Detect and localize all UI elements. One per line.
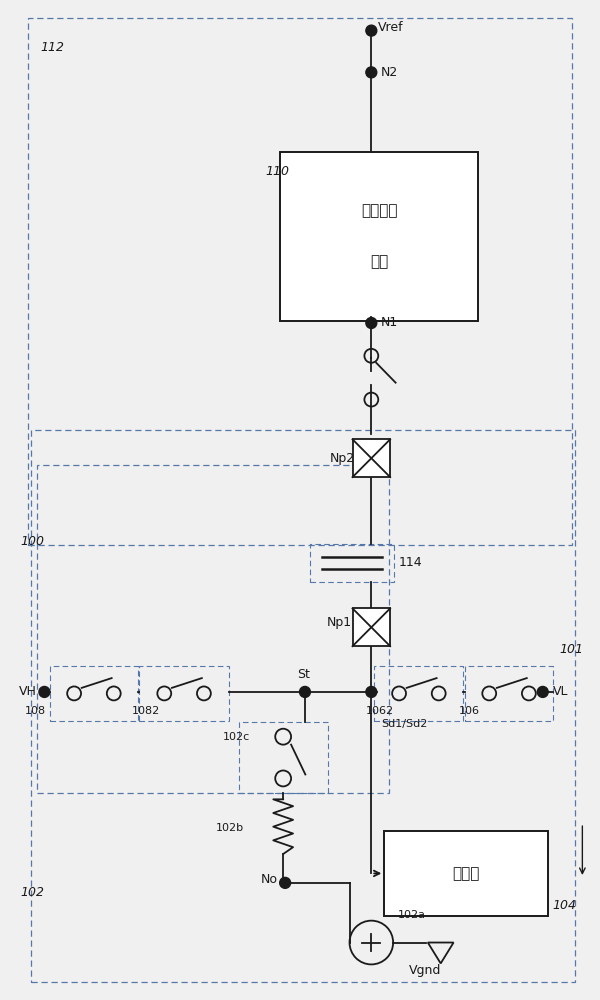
Text: 1062: 1062 xyxy=(365,706,394,716)
Bar xyxy=(31,430,575,982)
Circle shape xyxy=(366,686,377,697)
Circle shape xyxy=(537,686,548,697)
Text: Np2: Np2 xyxy=(330,452,355,465)
Text: 102b: 102b xyxy=(216,823,244,833)
Circle shape xyxy=(366,67,377,78)
Bar xyxy=(139,666,229,721)
Text: Vgnd: Vgnd xyxy=(409,964,442,977)
Text: Np1: Np1 xyxy=(327,616,352,629)
Text: 108: 108 xyxy=(25,706,46,716)
Bar xyxy=(466,666,553,721)
Text: 1082: 1082 xyxy=(131,706,160,716)
Text: 100: 100 xyxy=(20,535,44,548)
Text: 102a: 102a xyxy=(398,910,426,920)
Text: No: No xyxy=(260,873,277,886)
Text: 侦测器: 侦测器 xyxy=(452,866,479,881)
Text: 110: 110 xyxy=(265,165,289,178)
Bar xyxy=(353,439,390,477)
Bar xyxy=(239,722,328,793)
Bar xyxy=(28,18,572,545)
Text: VL: VL xyxy=(553,685,568,698)
Text: 102c: 102c xyxy=(223,732,250,742)
Circle shape xyxy=(366,25,377,36)
Circle shape xyxy=(366,318,377,328)
Bar xyxy=(280,152,478,321)
Bar xyxy=(353,608,390,646)
Text: N2: N2 xyxy=(381,66,398,79)
Bar xyxy=(384,831,548,916)
Text: Sd1/Sd2: Sd1/Sd2 xyxy=(381,719,428,729)
Bar xyxy=(310,544,394,582)
Circle shape xyxy=(299,686,310,697)
Text: 104: 104 xyxy=(553,899,577,912)
Text: 元件: 元件 xyxy=(370,254,388,269)
Circle shape xyxy=(280,877,290,888)
Text: Vref: Vref xyxy=(378,21,404,34)
Text: 102: 102 xyxy=(20,886,44,899)
Text: 外部电路: 外部电路 xyxy=(361,204,398,219)
Circle shape xyxy=(39,686,50,697)
Bar xyxy=(50,666,137,721)
Text: 114: 114 xyxy=(399,556,422,569)
Text: St: St xyxy=(297,668,310,681)
Bar xyxy=(374,666,463,721)
Bar xyxy=(37,465,389,793)
Text: VH: VH xyxy=(19,685,37,698)
Text: N1: N1 xyxy=(381,316,398,329)
Text: 101: 101 xyxy=(560,643,584,656)
Text: 112: 112 xyxy=(40,41,64,54)
Text: 106: 106 xyxy=(458,706,479,716)
